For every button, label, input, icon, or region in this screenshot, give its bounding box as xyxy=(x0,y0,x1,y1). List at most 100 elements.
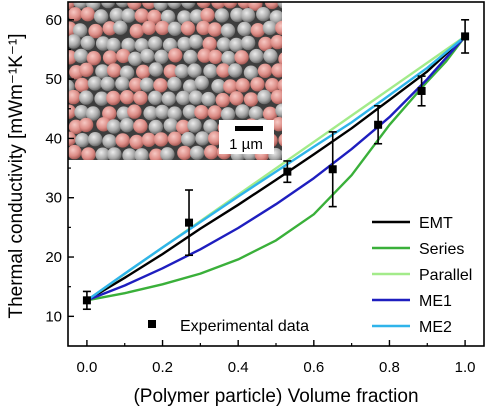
inset-particle xyxy=(81,147,96,160)
inset-particle xyxy=(115,133,130,148)
experimental-point xyxy=(328,165,337,174)
inset-particle xyxy=(88,132,103,147)
inset-particle xyxy=(115,76,130,91)
legend-label-series: Series xyxy=(419,241,464,258)
inset-particle xyxy=(211,79,226,94)
inset-particle xyxy=(167,131,183,146)
inset-particle xyxy=(127,2,142,10)
inset-particle xyxy=(195,131,210,146)
inset-particle xyxy=(106,90,121,106)
inset-particle xyxy=(107,147,122,160)
experimental-point xyxy=(461,32,470,41)
inset-particle xyxy=(174,63,189,79)
inset-particle xyxy=(237,21,252,37)
inset-particle xyxy=(100,2,116,9)
inset-particle xyxy=(196,2,211,9)
series-emt-line xyxy=(86,35,466,302)
inset-particle xyxy=(235,78,250,93)
inset-particle xyxy=(115,2,130,8)
inset-particle xyxy=(163,118,178,133)
inset-particle xyxy=(161,91,176,106)
series-me1-line xyxy=(86,35,466,302)
inset-particle xyxy=(127,104,142,119)
inset-particle xyxy=(234,50,249,65)
inset-particle xyxy=(68,144,82,160)
inset-particle xyxy=(134,148,149,160)
inset-particle xyxy=(154,49,169,64)
inset-particle xyxy=(87,76,103,91)
inset-particle xyxy=(203,119,218,134)
inset-particle xyxy=(73,48,89,64)
inset-particle xyxy=(129,23,144,39)
inset-particle xyxy=(79,62,94,77)
inset-particle xyxy=(211,2,226,9)
inset-particle xyxy=(207,105,223,120)
inset-particle xyxy=(119,65,135,80)
inset-particle xyxy=(102,134,117,149)
inset-particle xyxy=(102,21,118,36)
scale-bar-box xyxy=(219,120,274,154)
experimental-point xyxy=(417,86,426,95)
inset-particle xyxy=(220,23,236,38)
inset-particle xyxy=(278,133,282,147)
experimental-points xyxy=(82,32,470,305)
inset-particle xyxy=(187,63,202,78)
inset-particle xyxy=(94,91,109,106)
inset-particle xyxy=(249,48,264,64)
series-series-line xyxy=(86,35,467,302)
inset-particle xyxy=(143,106,158,121)
inset-particle xyxy=(183,79,198,94)
inset-particle xyxy=(139,77,155,92)
inset-particle xyxy=(223,2,238,9)
inset-particle xyxy=(181,2,196,9)
inset-particle xyxy=(142,2,157,10)
inset-particle xyxy=(197,48,212,63)
inset-particle xyxy=(269,10,282,25)
y-tick-label: 20 xyxy=(45,249,62,266)
inset-particle xyxy=(119,90,135,105)
inset-particle xyxy=(160,9,176,25)
series-me2-line xyxy=(86,35,466,302)
inset-particle xyxy=(86,51,102,66)
inset-particle xyxy=(283,7,297,21)
inset-particle xyxy=(181,131,196,147)
inset-particle xyxy=(153,78,168,93)
inset-particle xyxy=(282,62,296,76)
inset-particle xyxy=(183,49,198,65)
inset-particle xyxy=(133,90,148,106)
inset-particle xyxy=(278,52,282,66)
inset-particle xyxy=(68,7,83,22)
inset-particle xyxy=(106,37,121,53)
x-tick-label: 0.0 xyxy=(76,359,97,376)
inset-particle xyxy=(168,48,183,63)
scale-bar-label: 1 µm xyxy=(229,136,263,153)
inset-particle xyxy=(167,106,182,121)
y-axis: 10 20 30 40 50 60 xyxy=(45,12,74,325)
inset-particle xyxy=(133,119,148,134)
inset-particle xyxy=(73,2,88,9)
inset-particles xyxy=(68,2,297,160)
experimental-point xyxy=(185,218,194,227)
inset-particle xyxy=(121,37,136,53)
inset-particle xyxy=(208,49,223,64)
inset-particle xyxy=(116,48,131,64)
inset-particle xyxy=(235,104,250,119)
inset-particle xyxy=(148,119,163,135)
inset-particle xyxy=(80,35,96,51)
inset-particle xyxy=(153,2,168,11)
inset-particle xyxy=(141,132,157,147)
inset-particle xyxy=(113,20,128,35)
inset-particle xyxy=(72,23,88,38)
inset-particle xyxy=(216,37,232,52)
x-tick-label: 0.8 xyxy=(379,359,400,376)
inset-particle xyxy=(270,89,282,105)
inset-particle xyxy=(167,76,182,92)
inset-particle xyxy=(95,64,110,79)
inset-particle xyxy=(203,63,218,79)
inset-particle xyxy=(79,90,94,105)
inset-particle xyxy=(182,104,198,120)
inset-particle xyxy=(281,149,282,156)
x-tick-label: 0.4 xyxy=(228,359,249,376)
inset-particle xyxy=(229,91,244,106)
